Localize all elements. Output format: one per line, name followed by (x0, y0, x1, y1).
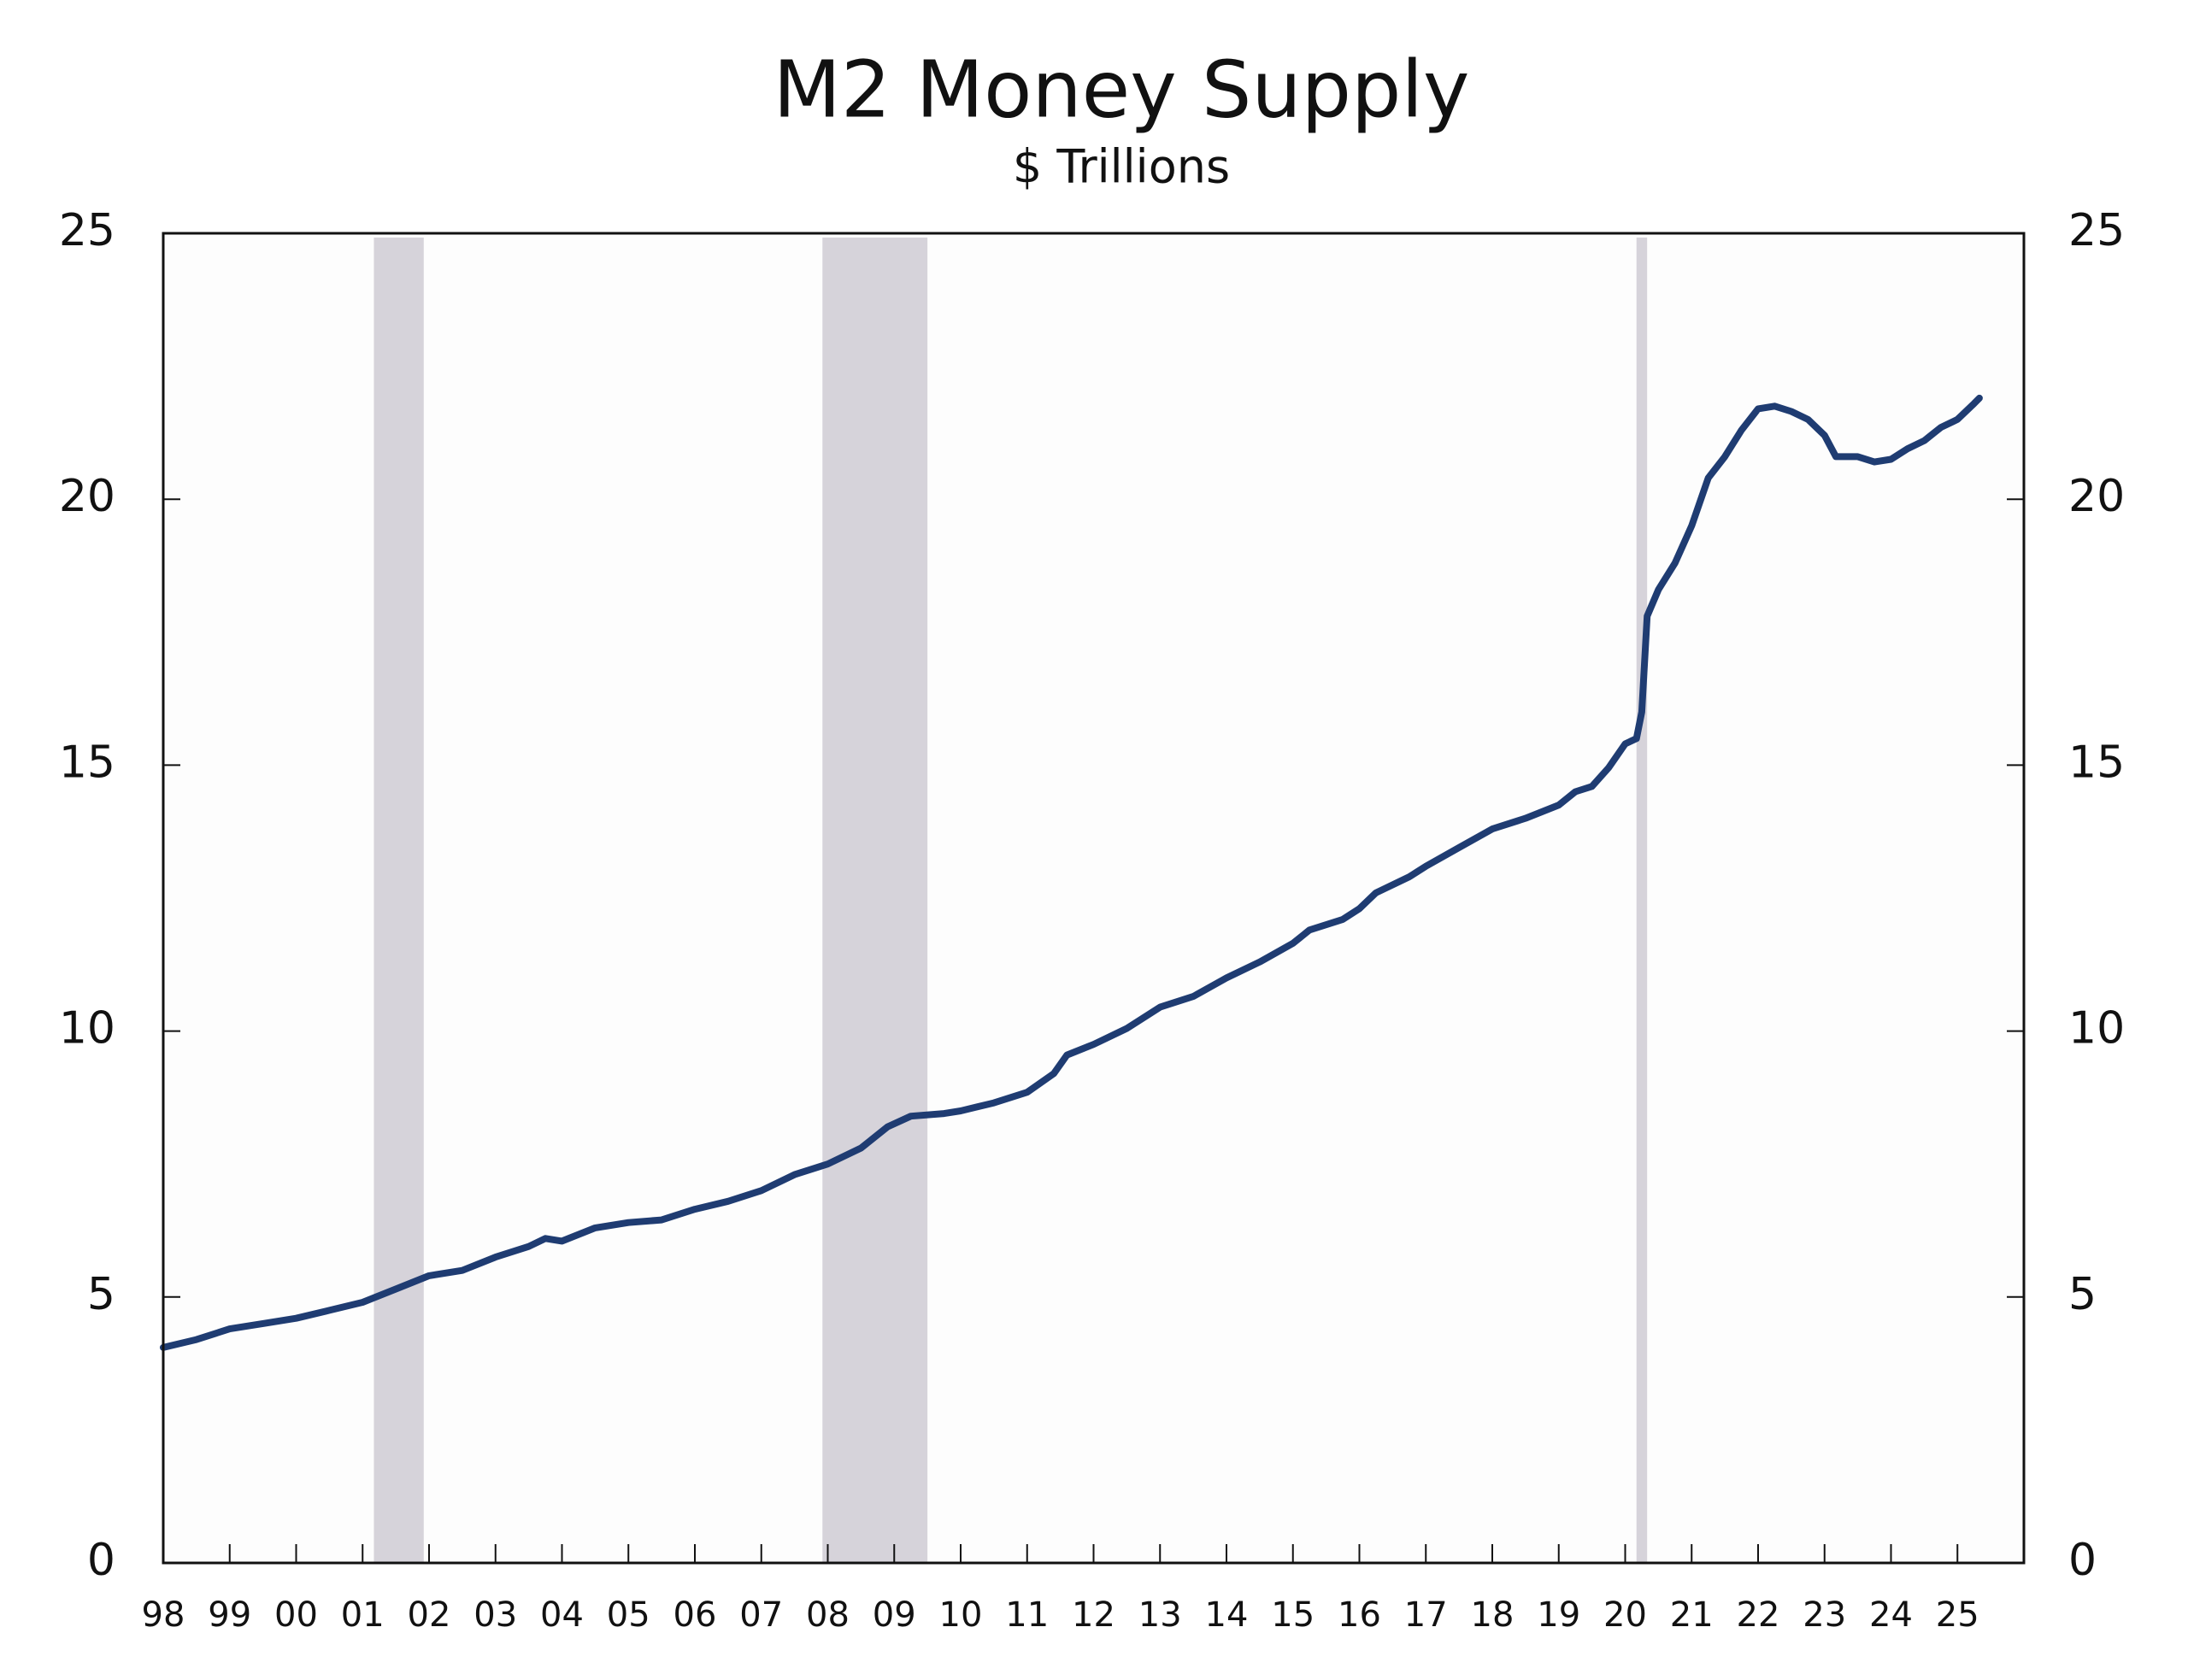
recessions (373, 238, 1648, 1563)
y2-tick-label: 15 (2068, 737, 2125, 788)
x-tick-label: 15 (1271, 1595, 1315, 1635)
x-tick-label: 16 (1338, 1595, 1381, 1635)
x-tick-label: 13 (1138, 1595, 1182, 1635)
x-tick-label: 22 (1737, 1595, 1780, 1635)
x-tick-label: 04 (540, 1595, 584, 1635)
x-tick-label: 05 (607, 1595, 650, 1635)
x-tick-label: 09 (873, 1595, 916, 1635)
x-tick-label: 11 (1005, 1595, 1049, 1635)
x-tick-label: 21 (1670, 1595, 1714, 1635)
y-tick-label: 15 (59, 737, 115, 788)
y2-tick-label: 20 (2068, 471, 2125, 522)
y-tick-label: 20 (59, 471, 115, 522)
x-tick-label: 03 (473, 1595, 517, 1635)
recession-band (822, 238, 928, 1563)
y2-tick-label: 25 (2068, 205, 2125, 256)
plot-frame (162, 232, 2026, 1565)
x-tick-label: 10 (939, 1595, 983, 1635)
y-tick-label: 5 (87, 1269, 115, 1320)
y2-tick-label: 10 (2068, 1003, 2125, 1054)
x-tick-label: 12 (1072, 1595, 1115, 1635)
x-tick-label: 24 (1869, 1595, 1913, 1635)
x-tick-label: 25 (1936, 1595, 1979, 1635)
x-tick-label: 18 (1471, 1595, 1515, 1635)
chart-title: M2 Money Supply (773, 44, 1470, 135)
m2-line (160, 394, 1983, 1351)
x-tick-label: 00 (274, 1595, 318, 1635)
x-tick-label: 99 (208, 1595, 251, 1635)
y-tick-label: 25 (59, 205, 115, 256)
recession-band (373, 238, 424, 1563)
chart-subtitle: $ Trillions (1013, 140, 1230, 194)
x-tick-label: 02 (408, 1595, 451, 1635)
x-tick-label: 01 (341, 1595, 385, 1635)
x-tick-label: 08 (806, 1595, 850, 1635)
x-tick-label: 06 (673, 1595, 717, 1635)
y2-tick-label: 0 (2068, 1535, 2097, 1586)
y-tick-label: 10 (59, 1003, 115, 1054)
x-tick-label: 20 (1603, 1595, 1647, 1635)
plot-background (163, 233, 2024, 1563)
x-tick-label: 98 (142, 1595, 185, 1635)
y2-tick-label: 5 (2068, 1269, 2097, 1320)
recession-band (1636, 238, 1648, 1563)
x-tick-label: 07 (739, 1595, 783, 1635)
x-tick-label: 14 (1205, 1595, 1249, 1635)
y-tick-label: 0 (87, 1535, 115, 1586)
x-tick-label: 17 (1404, 1595, 1448, 1635)
x-tick-label: 19 (1537, 1595, 1580, 1635)
x-tick-label: 23 (1803, 1595, 1846, 1635)
